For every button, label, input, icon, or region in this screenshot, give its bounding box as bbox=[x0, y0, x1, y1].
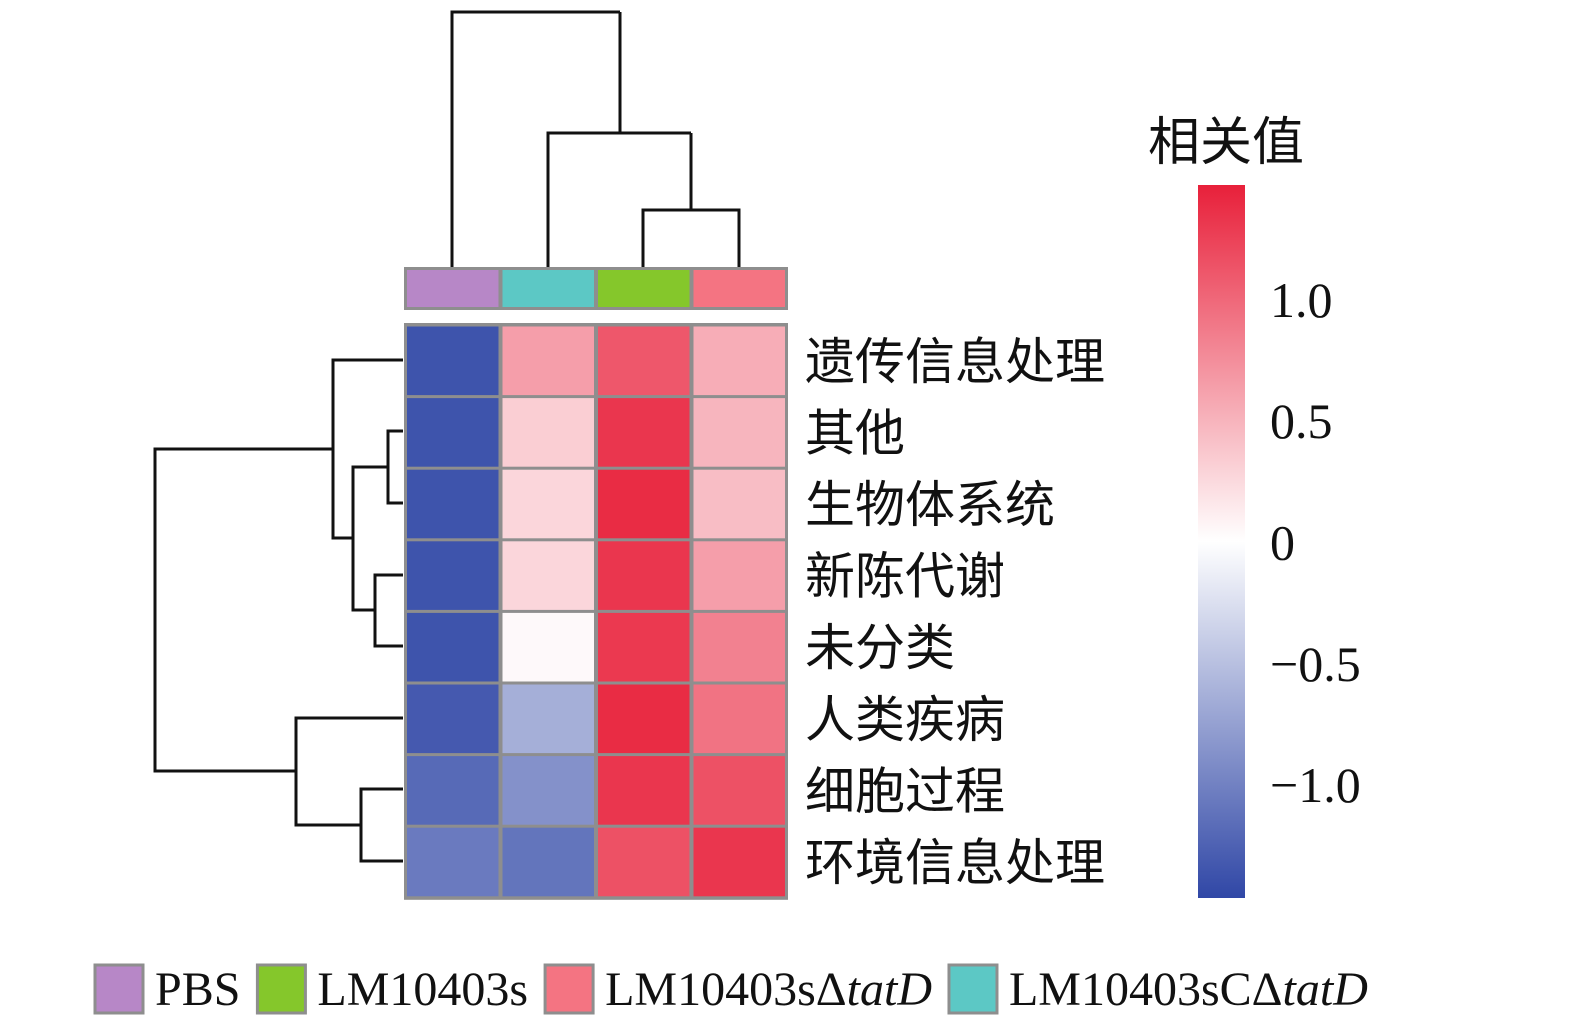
heatmap-cell bbox=[502, 541, 594, 610]
heatmap-cell bbox=[598, 326, 690, 396]
column-dendrogram bbox=[450, 10, 741, 267]
row-label: 生物体系统 bbox=[805, 477, 1055, 533]
annotation-cell bbox=[407, 270, 499, 307]
heatmap-cell bbox=[502, 827, 594, 897]
heatmap-cell bbox=[502, 326, 594, 396]
annotation-cell bbox=[598, 270, 690, 307]
legend-swatch bbox=[255, 963, 307, 1015]
heatmap-cell bbox=[502, 684, 594, 754]
row-label: 人类疾病 bbox=[805, 692, 1005, 748]
colorbar-tick-label: −0.5 bbox=[1270, 636, 1361, 692]
heatmap-cell bbox=[598, 756, 690, 825]
heatmap-cell bbox=[407, 326, 499, 396]
heatmap-cell bbox=[407, 469, 499, 539]
legend-label: LM10403sΔtatD bbox=[605, 963, 932, 1016]
heatmap-cell bbox=[693, 827, 785, 897]
row-label: 其他 bbox=[805, 405, 905, 461]
colorbar-tick-label: −1.0 bbox=[1270, 757, 1361, 813]
heatmap-cell bbox=[502, 469, 594, 539]
heatmap-cell bbox=[407, 827, 499, 897]
colorbar-title: 相关值 bbox=[1148, 115, 1304, 172]
row-label: 遗传信息处理 bbox=[805, 334, 1105, 390]
heatmap-cell bbox=[407, 541, 499, 610]
colorbar-ticks: 1.0 0.5 0 −0.5 −1.0 bbox=[1270, 272, 1361, 813]
heatmap-cell bbox=[693, 684, 785, 754]
heatmap-cell bbox=[693, 469, 785, 539]
row-label: 未分类 bbox=[805, 620, 955, 676]
legend-label: LM10403sCΔtatD bbox=[1009, 963, 1368, 1016]
column-annotation-bar bbox=[404, 267, 788, 310]
heatmap-cells bbox=[404, 323, 788, 900]
legend-swatch bbox=[93, 963, 145, 1015]
heatmap-cell bbox=[693, 612, 785, 682]
heatmap-cell bbox=[407, 756, 499, 825]
heatmap-cell bbox=[407, 612, 499, 682]
annotation-cell bbox=[693, 270, 785, 307]
heatmap-cell bbox=[598, 398, 690, 467]
legend-swatch bbox=[947, 963, 999, 1015]
heatmap-cell bbox=[502, 612, 594, 682]
colorbar-tick-label: 1.0 bbox=[1270, 272, 1333, 328]
legend: PBS LM10403s LM10403sΔtatD LM10403sCΔtatD bbox=[93, 963, 1368, 1016]
heatmap-cell bbox=[502, 398, 594, 467]
colorbar bbox=[1198, 185, 1245, 898]
heatmap-cell bbox=[598, 612, 690, 682]
heatmap-cell bbox=[598, 684, 690, 754]
row-label: 细胞过程 bbox=[805, 763, 1005, 819]
legend-swatch bbox=[543, 963, 595, 1015]
heatmap-cell bbox=[407, 398, 499, 467]
annotation-cell bbox=[502, 270, 594, 307]
heatmap-cell bbox=[693, 398, 785, 467]
legend-label: LM10403s bbox=[317, 963, 528, 1016]
heatmap-cell bbox=[693, 541, 785, 610]
heatmap-cell bbox=[693, 326, 785, 396]
legend-label: PBS bbox=[155, 963, 240, 1016]
heatmap-cell bbox=[598, 469, 690, 539]
heatmap-cell bbox=[598, 541, 690, 610]
row-label: 环境信息处理 bbox=[805, 835, 1105, 891]
heatmap-cell bbox=[693, 756, 785, 825]
heatmap-cell bbox=[502, 756, 594, 825]
row-label: 新陈代谢 bbox=[805, 549, 1005, 605]
heatmap-cell bbox=[598, 827, 690, 897]
heatmap-cell bbox=[407, 684, 499, 754]
colorbar-tick-label: 0 bbox=[1270, 515, 1295, 571]
colorbar-tick-label: 0.5 bbox=[1270, 393, 1333, 449]
row-dendrogram bbox=[153, 358, 403, 863]
